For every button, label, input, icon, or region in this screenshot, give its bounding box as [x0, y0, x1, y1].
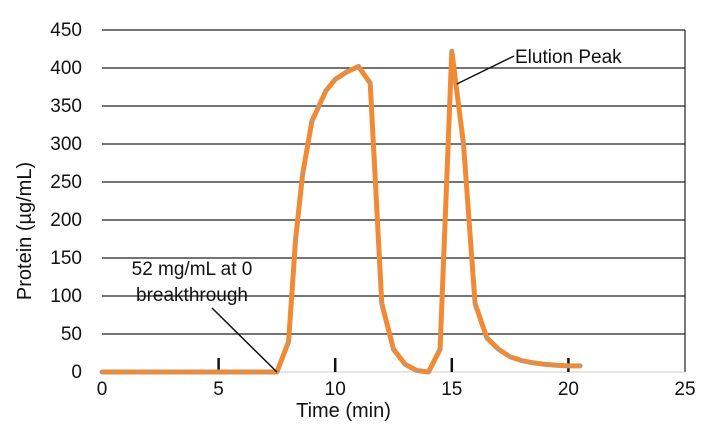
data-point: [543, 362, 547, 366]
data-point: [356, 64, 361, 69]
data-point: [531, 361, 536, 365]
data-point: [426, 370, 431, 374]
data-point: [300, 172, 305, 176]
data-point: [461, 142, 466, 146]
series-line: [99, 48, 583, 375]
x-tick-label: 20: [558, 379, 579, 400]
data-point: [123, 370, 127, 374]
x-tick-label: 25: [674, 379, 695, 400]
x-axis-title: Time (min): [296, 400, 391, 422]
data-point: [578, 364, 582, 368]
data-point: [205, 370, 209, 374]
y-tick-labels: 0 50 100 150 200 250 300 350 400 450: [50, 20, 82, 383]
data-point: [403, 362, 407, 366]
data-point: [193, 370, 197, 374]
data-point: [345, 70, 349, 74]
data-point: [555, 363, 559, 367]
data-point: [147, 370, 151, 374]
annotations: 52 mg/mL at 0 breakthrough Elution Peak: [132, 47, 622, 373]
y-tick-label: 350: [50, 96, 82, 117]
data-point: [135, 370, 139, 374]
annotation-leader: [456, 55, 515, 85]
y-tick-label: 0: [71, 362, 82, 383]
data-point: [508, 355, 512, 359]
x-tick-label: 5: [213, 379, 224, 400]
y-tick-label: 200: [50, 210, 82, 231]
data-point: [263, 370, 267, 374]
data-point: [286, 340, 291, 344]
y-tick-label: 450: [50, 20, 82, 41]
data-point: [170, 370, 174, 374]
data-point: [293, 237, 298, 241]
data-point: [438, 347, 442, 351]
data-point: [217, 370, 221, 374]
y-axis-title: Protein (µg/mL): [14, 162, 36, 300]
data-point: [100, 370, 104, 374]
x-tick-labels: 0 5 10 15 20 25: [97, 379, 696, 400]
data-point: [380, 302, 384, 306]
data-point: [158, 370, 162, 374]
y-tick-label: 400: [50, 58, 82, 79]
annotation-breakthrough-line: 52 mg/mL at 0: [132, 259, 253, 280]
annotation-elution-peak: Elution Peak: [515, 47, 622, 68]
data-point: [391, 347, 396, 351]
data-point: [566, 364, 571, 368]
y-tick-label: 50: [61, 324, 82, 345]
series-line-path: [99, 48, 583, 375]
x-tick-label: 0: [97, 379, 108, 400]
y-tick-label: 100: [50, 286, 82, 307]
data-points: [100, 49, 582, 374]
x-tick-label: 15: [441, 379, 462, 400]
data-point: [368, 81, 372, 85]
data-point: [473, 302, 477, 306]
data-point: [251, 370, 256, 374]
data-point: [240, 370, 244, 374]
data-point: [317, 104, 321, 108]
x-tick-label: 10: [325, 379, 346, 400]
data-point: [496, 347, 501, 351]
data-point: [450, 49, 454, 53]
y-tick-label: 150: [50, 248, 82, 269]
y-tick-label: 300: [50, 134, 82, 155]
annotation-breakthrough-line: breakthrough: [136, 285, 248, 306]
annotation-leader: [211, 307, 278, 373]
data-point: [333, 77, 337, 81]
data-point: [112, 370, 116, 374]
grid-lines: [102, 29, 686, 373]
data-point: [485, 336, 489, 340]
data-point: [520, 359, 524, 363]
data-point: [324, 89, 328, 93]
data-point: [310, 119, 314, 123]
data-point: [182, 370, 186, 374]
data-point: [228, 370, 232, 374]
data-point: [415, 368, 419, 373]
y-tick-label: 250: [50, 172, 82, 193]
